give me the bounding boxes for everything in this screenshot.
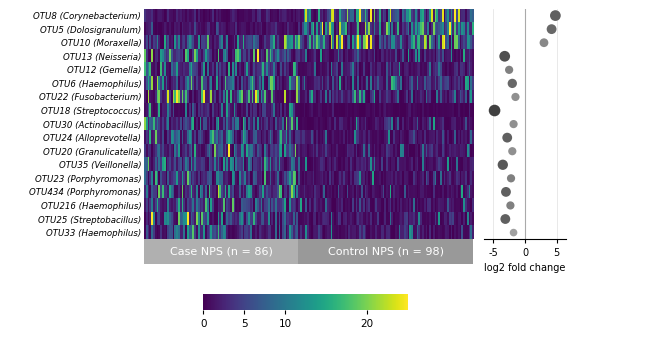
Point	[489, 108, 500, 113]
Point	[502, 135, 513, 140]
Point	[500, 216, 511, 222]
Text: Control NPS (n = 98): Control NPS (n = 98)	[328, 247, 444, 257]
Point	[550, 13, 561, 18]
Text: Case NPS (n = 86): Case NPS (n = 86)	[170, 247, 273, 257]
Point	[497, 162, 508, 168]
Point	[505, 203, 516, 208]
Point	[507, 81, 518, 86]
Point	[499, 54, 510, 59]
X-axis label: log2 fold change: log2 fold change	[484, 263, 565, 272]
Point	[500, 189, 511, 195]
Point	[539, 40, 549, 45]
Point	[510, 94, 521, 100]
Point	[507, 149, 518, 154]
Point	[504, 67, 515, 73]
Point	[509, 230, 519, 235]
Point	[509, 121, 519, 127]
Point	[546, 26, 557, 32]
Point	[506, 176, 517, 181]
